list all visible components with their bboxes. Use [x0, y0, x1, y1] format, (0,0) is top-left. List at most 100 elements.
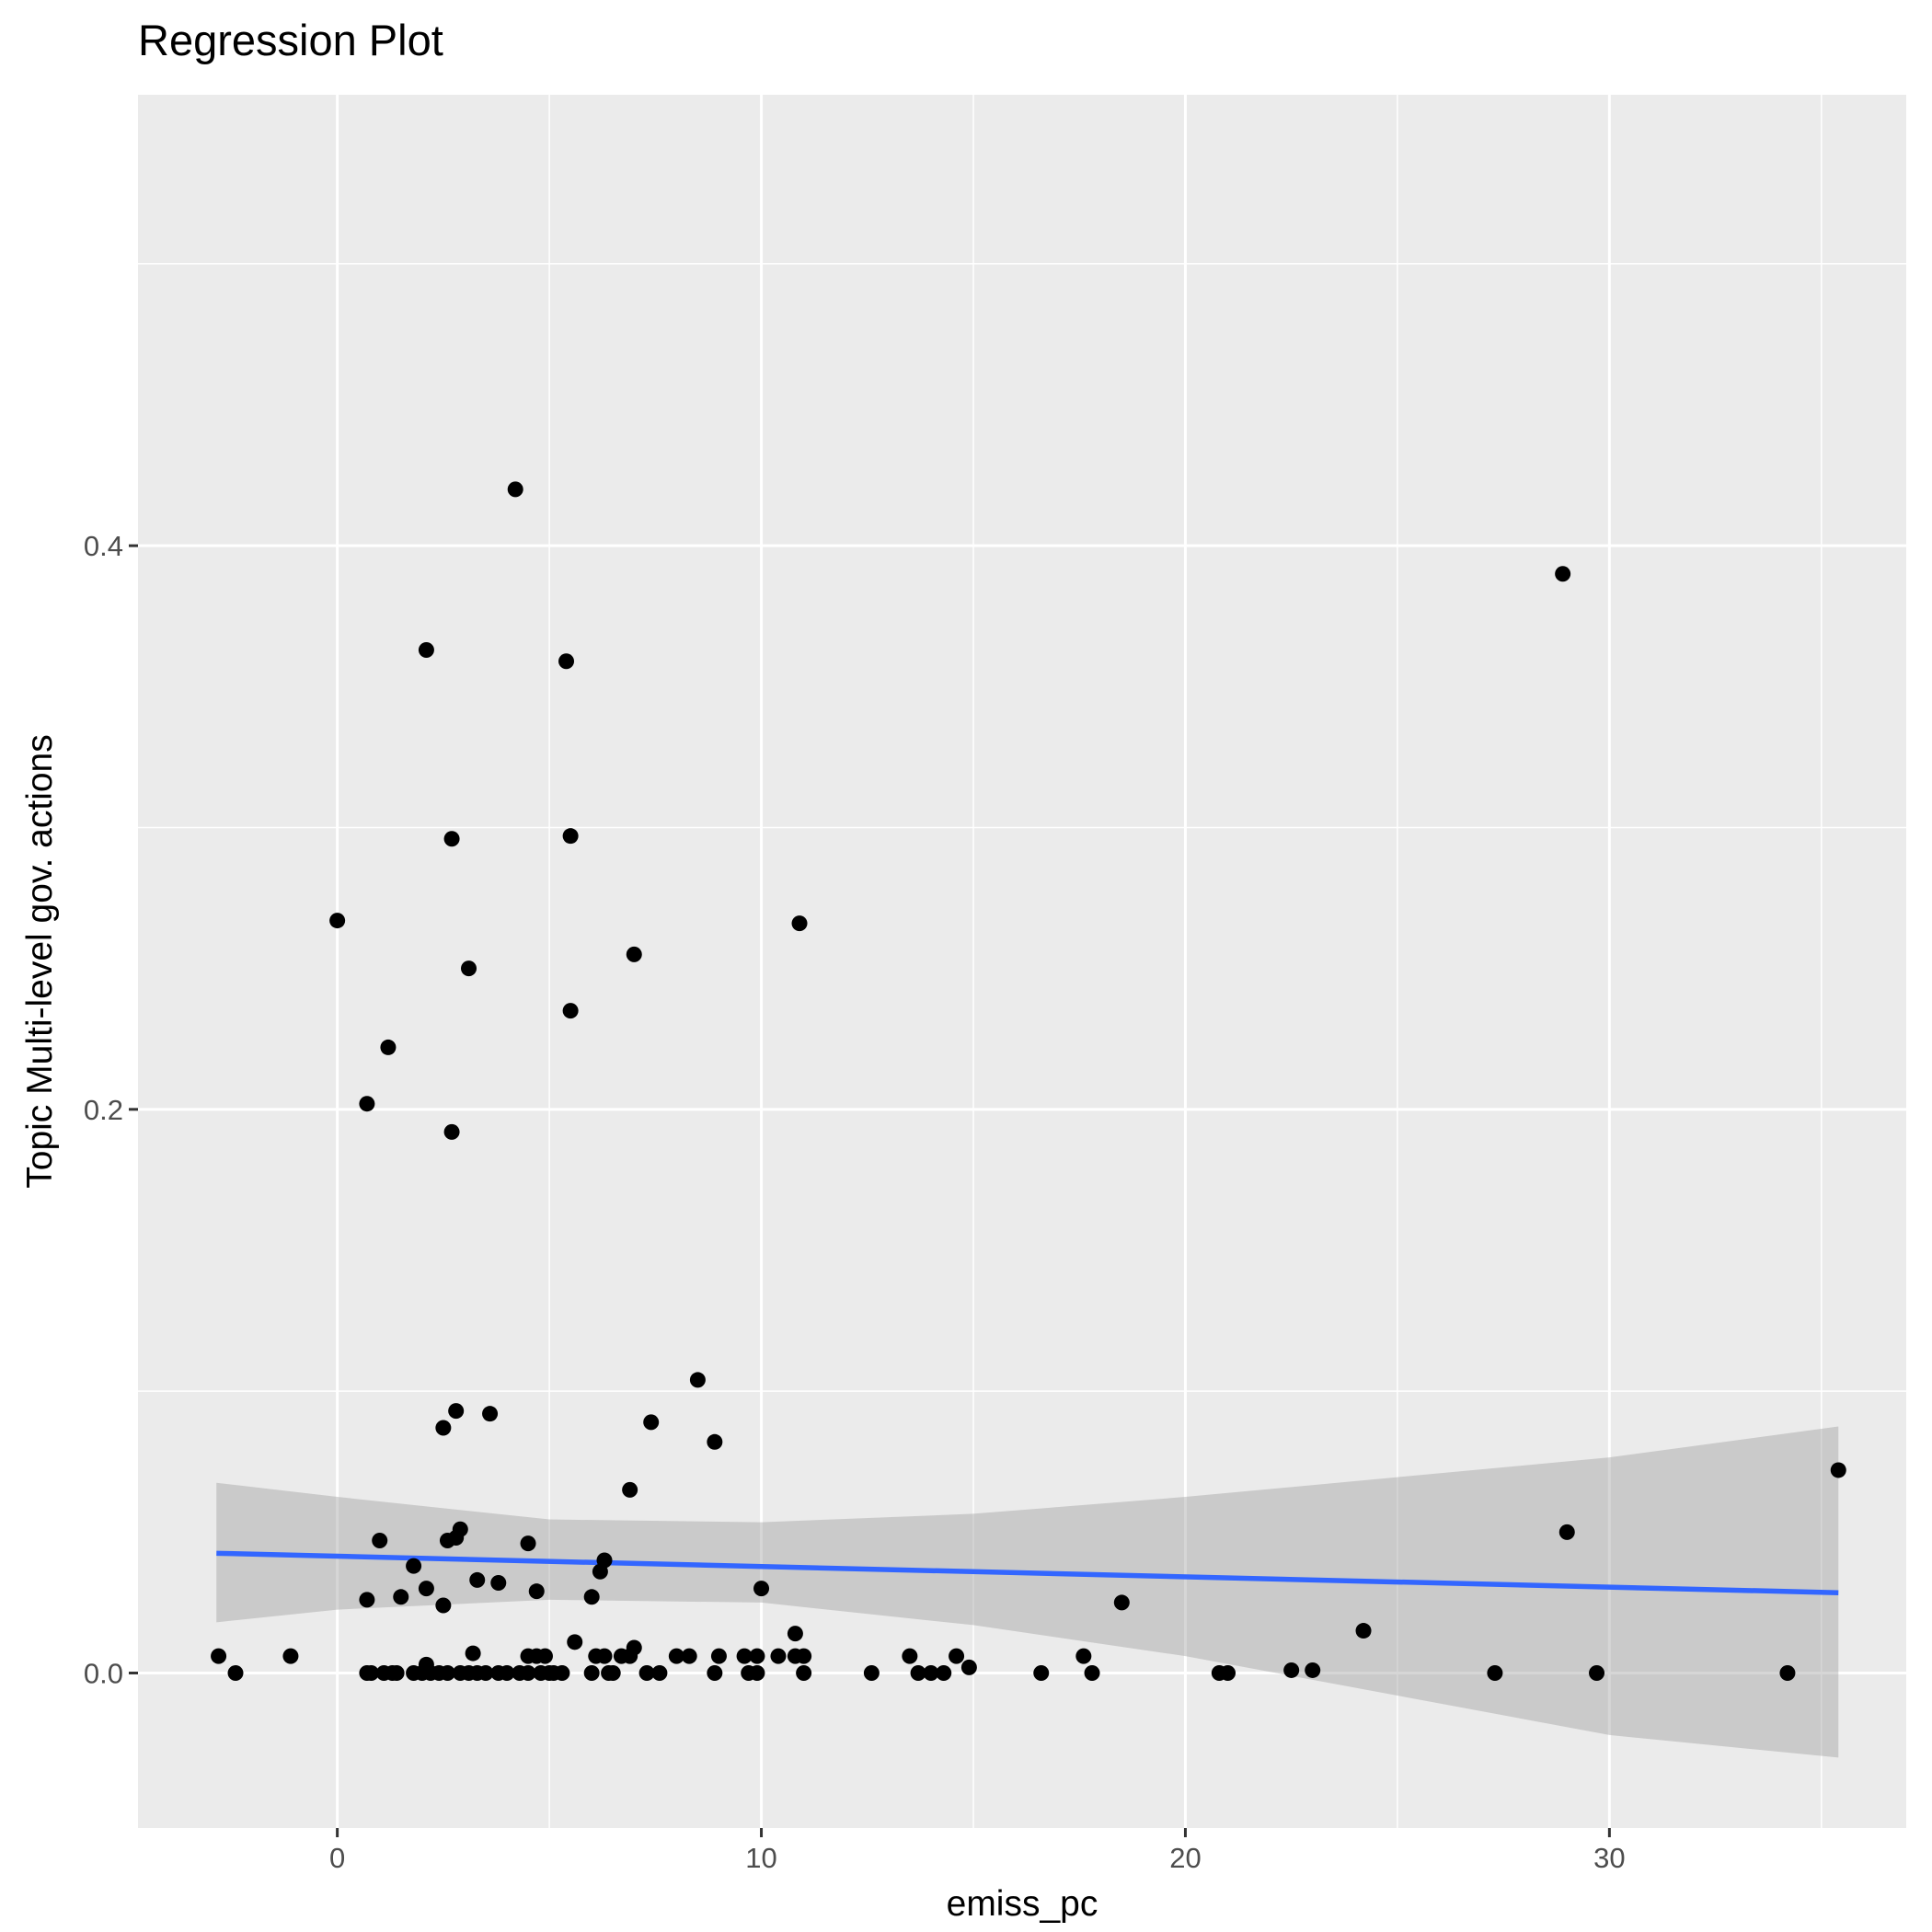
confidence-band-layer	[216, 1426, 1839, 1758]
x-tick-label: 30	[1593, 1842, 1625, 1874]
data-point	[796, 1665, 812, 1682]
data-point	[554, 1665, 570, 1682]
data-point	[448, 1403, 465, 1420]
data-point	[536, 1648, 553, 1664]
data-points	[211, 481, 1846, 1682]
data-point	[482, 1406, 499, 1422]
data-point	[477, 1665, 494, 1682]
data-point	[461, 960, 477, 977]
minor-gridlines	[138, 95, 1906, 1828]
data-point	[1113, 1594, 1130, 1611]
major-gridlines	[138, 95, 1906, 1828]
data-point	[211, 1648, 227, 1664]
y-tick-label: 0.0	[84, 1658, 123, 1690]
data-point	[443, 831, 460, 847]
data-point	[626, 946, 642, 962]
x-tick-label: 20	[1169, 1842, 1201, 1874]
data-point	[1555, 566, 1571, 582]
data-point	[604, 1665, 621, 1682]
data-point	[622, 1481, 638, 1498]
data-point	[562, 1003, 579, 1019]
y-tick-label: 0.2	[84, 1094, 123, 1126]
confidence-band	[216, 1426, 1839, 1758]
data-point	[1075, 1648, 1092, 1664]
data-point	[707, 1433, 723, 1450]
regression-line	[216, 1550, 1839, 1595]
data-point	[710, 1648, 727, 1664]
y-axis-title: Topic Multi-level gov. actions	[20, 734, 60, 1188]
x-tick-label: 10	[745, 1842, 776, 1874]
data-point	[435, 1597, 452, 1614]
data-point	[372, 1533, 388, 1549]
data-point	[380, 1039, 397, 1055]
data-point	[520, 1665, 536, 1682]
data-point	[770, 1648, 787, 1664]
data-point	[393, 1589, 409, 1605]
data-point	[1305, 1662, 1321, 1678]
data-point	[452, 1521, 468, 1537]
fit-line-layer	[216, 1550, 1839, 1595]
x-axis-title: emiss_pc	[947, 1884, 1098, 1924]
data-point	[707, 1665, 723, 1682]
data-point	[643, 1414, 660, 1431]
data-point	[753, 1581, 770, 1597]
data-point	[1283, 1662, 1300, 1678]
data-point	[388, 1665, 405, 1682]
data-point	[1779, 1665, 1796, 1682]
data-point	[558, 653, 575, 670]
data-point	[227, 1665, 244, 1682]
data-point	[583, 1589, 600, 1605]
data-point	[863, 1665, 880, 1682]
data-point	[443, 1123, 460, 1140]
data-point	[936, 1665, 952, 1682]
data-point	[499, 1665, 515, 1682]
data-point	[583, 1665, 600, 1682]
data-point	[329, 913, 346, 929]
data-point	[668, 1648, 684, 1664]
data-point	[626, 1639, 642, 1656]
data-point	[736, 1648, 753, 1664]
y-tick-label: 0.4	[84, 530, 123, 562]
data-point	[787, 1626, 803, 1642]
data-point	[359, 1592, 375, 1608]
data-point	[520, 1535, 536, 1552]
y-axis: 0.0 0.2 0.4	[84, 530, 138, 1690]
data-point	[469, 1571, 486, 1588]
data-point	[949, 1648, 965, 1664]
data-point	[689, 1372, 706, 1388]
data-point	[359, 1096, 375, 1112]
data-point	[923, 1665, 939, 1682]
data-point	[528, 1583, 545, 1600]
data-point	[1487, 1665, 1503, 1682]
data-point	[1033, 1665, 1050, 1682]
data-point	[465, 1645, 481, 1662]
data-point	[1558, 1524, 1575, 1540]
data-point	[435, 1420, 452, 1436]
data-point	[490, 1574, 507, 1591]
data-point	[439, 1665, 455, 1682]
data-point	[749, 1648, 765, 1664]
data-point	[1830, 1462, 1846, 1478]
data-point	[749, 1665, 765, 1682]
data-point	[562, 828, 579, 845]
data-point	[406, 1558, 422, 1574]
data-point	[638, 1665, 655, 1682]
plot-panel	[138, 95, 1906, 1828]
x-axis: 0 10 20 30	[329, 1828, 1626, 1874]
data-point	[363, 1665, 380, 1682]
data-point	[507, 481, 523, 498]
data-point	[1589, 1665, 1605, 1682]
data-point	[596, 1552, 613, 1569]
data-point	[596, 1648, 613, 1664]
data-point	[282, 1648, 299, 1664]
data-point	[796, 1648, 812, 1664]
data-point	[910, 1665, 926, 1682]
data-point	[960, 1659, 977, 1675]
data-point	[791, 915, 808, 932]
data-point	[651, 1665, 668, 1682]
data-point	[418, 641, 434, 658]
x-tick-label: 0	[329, 1842, 345, 1874]
data-point	[1084, 1665, 1100, 1682]
data-point	[902, 1648, 918, 1664]
